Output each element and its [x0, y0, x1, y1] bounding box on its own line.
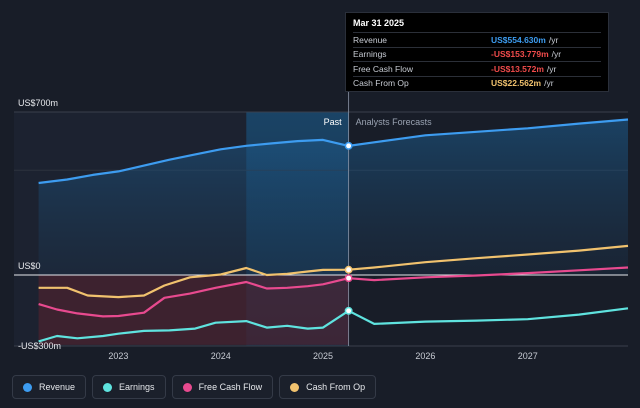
tooltip-label: Cash From Op	[353, 78, 409, 89]
x-tick-label: 2026	[415, 351, 435, 361]
legend-label: Cash From Op	[306, 382, 366, 392]
legend: Revenue Earnings Free Cash Flow Cash Fro…	[12, 375, 377, 399]
y-axis-label-top: US$700m	[18, 98, 58, 108]
legend-dot-icon	[182, 382, 192, 392]
legend-dot-icon	[103, 382, 113, 392]
legend-dot-icon	[290, 382, 300, 392]
tooltip-value: -US$13.572m	[491, 63, 544, 74]
tooltip-row-earnings: Earnings -US$153.779m /yr	[353, 46, 601, 62]
legend-label: Free Cash Flow	[198, 382, 263, 392]
past-label: Past	[324, 117, 343, 127]
earnings-marker	[344, 306, 353, 315]
forecast-label: Analysts Forecasts	[356, 117, 433, 127]
chart: US$700m US$0 -US$300m 2023 2024 2025 2026 2027 P…	[14, 92, 629, 361]
x-tick-label: 2024	[211, 351, 231, 361]
tooltip-unit: /yr	[544, 78, 554, 89]
x-tick-label: 2025	[313, 351, 333, 361]
legend-item-revenue[interactable]: Revenue	[12, 375, 87, 399]
tooltip-row-free-cash-flow: Free Cash Flow -US$13.572m /yr	[353, 61, 601, 76]
earnings-line	[38, 307, 629, 343]
cash-from-op-marker	[344, 265, 353, 274]
legend-dot-icon	[23, 382, 32, 392]
tooltip-value: US$22.562m	[491, 78, 542, 89]
revenue-line	[38, 118, 629, 185]
tooltip-unit: /yr	[551, 49, 562, 60]
free-cash-flow-line	[38, 266, 629, 318]
y-axis-label-bottom: -US$300m	[18, 341, 61, 351]
tooltip-value: -US$153.779m	[491, 49, 549, 60]
y-axis-label-zero: US$0	[18, 261, 41, 271]
legend-label: Revenue	[39, 382, 76, 392]
revenue-area	[38, 119, 629, 275]
legend-item-earnings[interactable]: Earnings	[92, 375, 166, 399]
tooltip-label: Earnings	[353, 49, 387, 60]
legend-item-free-cash-flow[interactable]: Free Cash Flow	[171, 375, 274, 399]
tooltip-label: Revenue	[353, 34, 388, 45]
x-tick-label: 2027	[518, 351, 538, 361]
tooltip-label: Free Cash Flow	[353, 63, 413, 74]
legend-label: Earnings	[119, 382, 155, 392]
tooltip-date: Mar 31 2025	[353, 18, 405, 28]
tooltip: Mar 31 2025 Revenue US$554.630m /yr Earn…	[345, 12, 609, 92]
loss-region	[38, 275, 349, 345]
tooltip-row-cash-from-op: Cash From Op US$22.562m /yr	[353, 75, 601, 91]
tooltip-unit: /yr	[546, 63, 557, 74]
free-cash-flow-marker	[344, 274, 353, 283]
legend-item-cash-from-op[interactable]: Cash From Op	[279, 375, 377, 399]
x-tick-label: 2023	[108, 351, 128, 361]
tooltip-value: US$554.630m	[491, 34, 546, 45]
tooltip-row-revenue: Revenue US$554.630m /yr	[353, 32, 601, 47]
cash-from-op-line	[38, 244, 629, 299]
revenue-marker	[344, 141, 353, 150]
tooltip-unit: /yr	[548, 34, 559, 45]
